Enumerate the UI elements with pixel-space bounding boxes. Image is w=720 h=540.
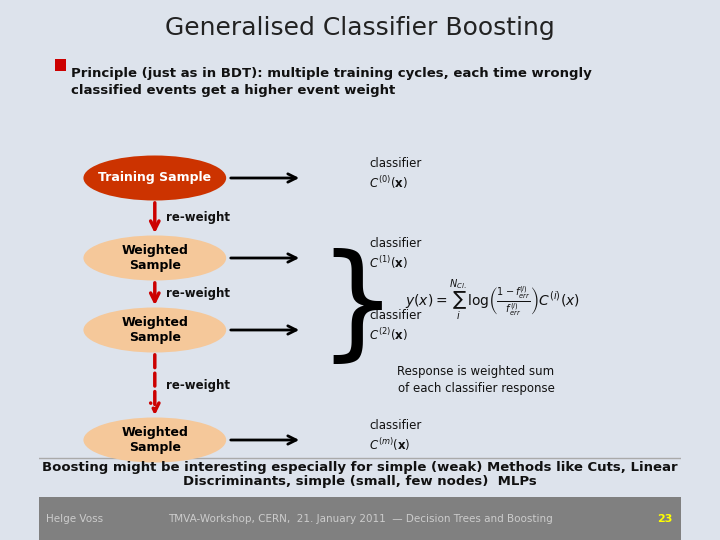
Text: }: }	[318, 248, 397, 369]
Text: $y(x) = \sum_{i}^{N_{Cl.}} \log\!\left(\frac{1-f_{err}^{(i)}}{f_{err}^{(i)}}\rig: $y(x) = \sum_{i}^{N_{Cl.}} \log\!\left(\…	[405, 277, 580, 323]
Text: 23: 23	[657, 514, 672, 524]
Bar	[55, 59, 66, 71]
Ellipse shape	[84, 417, 226, 462]
Text: classifier
$C^{(2)}$($\bf{x}$): classifier $C^{(2)}$($\bf{x}$)	[369, 309, 421, 343]
Text: Principle (just as in BDT): multiple training cycles, each time wrongly
classifi: Principle (just as in BDT): multiple tra…	[71, 67, 592, 97]
Text: Boosting might be interesting especially for simple (weak) Methods like Cuts, Li: Boosting might be interesting especially…	[42, 462, 678, 475]
Text: TMVA-Workshop, CERN,  21. January 2011  — Decision Trees and Boosting: TMVA-Workshop, CERN, 21. January 2011 — …	[168, 514, 552, 524]
Ellipse shape	[84, 307, 226, 353]
Text: Weighted
Sample: Weighted Sample	[122, 426, 188, 454]
Text: Weighted
Sample: Weighted Sample	[122, 316, 188, 344]
Bar	[39, 497, 681, 540]
Text: classifier
$C^{(m)}$($\bf{x}$): classifier $C^{(m)}$($\bf{x}$)	[369, 419, 421, 453]
Text: re-weight: re-weight	[166, 212, 230, 225]
Text: Weighted
Sample: Weighted Sample	[122, 244, 188, 272]
Text: re-weight: re-weight	[166, 287, 230, 300]
Text: classifier
$C^{(0)}$($\bf{x}$): classifier $C^{(0)}$($\bf{x}$)	[369, 157, 421, 191]
Text: Discriminants, simple (small, few nodes)  MLPs: Discriminants, simple (small, few nodes)…	[183, 476, 537, 489]
Text: Response is weighted sum
of each classifier response: Response is weighted sum of each classif…	[397, 365, 554, 395]
Text: classifier
$C^{(1)}$($\bf{x}$): classifier $C^{(1)}$($\bf{x}$)	[369, 237, 421, 271]
Text: re-weight: re-weight	[166, 379, 230, 392]
Ellipse shape	[84, 156, 226, 200]
Text: Training Sample: Training Sample	[98, 172, 212, 185]
Text: Generalised Classifier Boosting: Generalised Classifier Boosting	[165, 16, 555, 40]
Ellipse shape	[84, 235, 226, 280]
Text: Helge Voss: Helge Voss	[46, 514, 103, 524]
